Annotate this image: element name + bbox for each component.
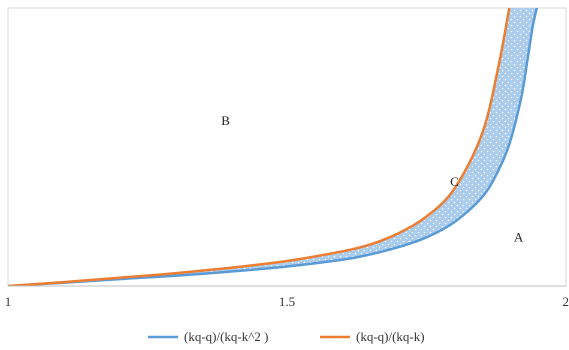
series-line-kq-k2 [8, 8, 539, 286]
x-tick-label: 1 [5, 294, 12, 309]
shaded-region-c [8, 8, 537, 286]
region-label-b: B [221, 113, 230, 128]
region-label-a: A [514, 230, 524, 245]
legend-label-1: (kq-q)/(kq-k^2 ) [184, 329, 268, 344]
x-tick-label: 1.5 [279, 294, 295, 309]
legend: (kq-q)/(kq-k^2 ) (kq-q)/(kq-k) [148, 329, 425, 344]
region-label-c: C [450, 174, 459, 189]
x-tick-label: 2 [563, 294, 569, 309]
legend-label-2: (kq-q)/(kq-k) [356, 329, 425, 344]
series-line-kq-k [8, 8, 511, 286]
